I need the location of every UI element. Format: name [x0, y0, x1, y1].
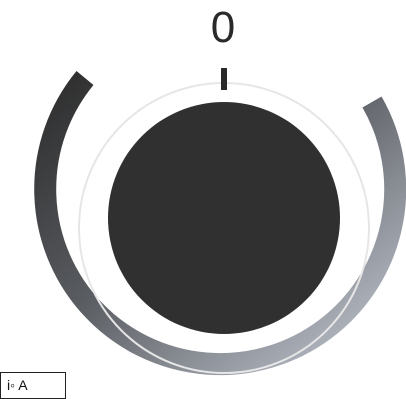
dial-knob[interactable] [108, 102, 340, 334]
dial-outer-track [34, 71, 406, 376]
dial-pointer-tick [221, 68, 227, 90]
corner-label-box: i◦ A [0, 372, 66, 399]
dial-value-label: 0 [210, 3, 236, 52]
